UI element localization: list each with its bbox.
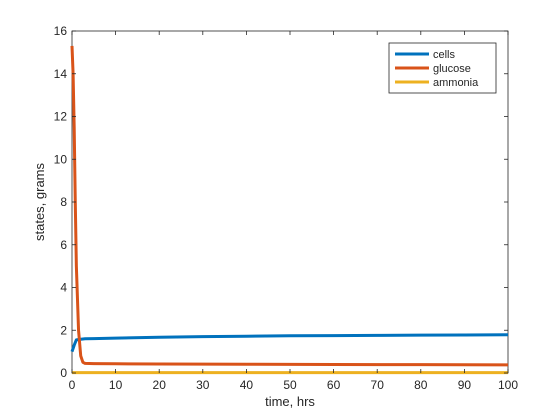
y-tick-label: 4	[60, 281, 67, 295]
y-tick-label: 8	[60, 195, 67, 209]
legend-entry-glucose: glucose	[395, 63, 471, 75]
x-tick-label: 70	[371, 378, 385, 392]
legend-label: cells	[433, 49, 456, 61]
x-tick-label: 50	[283, 378, 297, 392]
x-tick-label: 60	[327, 378, 341, 392]
x-tick-label: 40	[240, 378, 254, 392]
y-tick-label: 16	[54, 24, 68, 38]
x-tick-label: 30	[196, 378, 210, 392]
legend-entry-cells: cells	[395, 49, 456, 61]
x-axis-ticks: 0 10 20 30 40 50 60 70 80 90 100	[69, 31, 518, 392]
legend-label: glucose	[433, 63, 471, 75]
legend-entry-ammonia: ammonia	[395, 77, 479, 89]
series-line-glucose	[70, 45, 509, 367]
x-tick-label: 20	[153, 378, 167, 392]
y-tick-label: 2	[60, 323, 67, 337]
y-tick-label: 10	[54, 152, 68, 166]
legend: cells glucose ammonia	[388, 42, 497, 94]
y-axis-ticks: 0 2 4 6 8 10 12 14 16	[54, 24, 508, 380]
y-tick-label: 0	[60, 366, 67, 380]
y-axis-label: states, grams	[32, 162, 47, 241]
y-tick-label: 6	[60, 238, 67, 252]
x-tick-label: 0	[69, 378, 76, 392]
legend-label: ammonia	[433, 77, 479, 89]
x-tick-label: 100	[498, 378, 518, 392]
x-axis-label: time, hrs	[265, 394, 315, 409]
y-tick-label: 12	[54, 110, 68, 124]
x-tick-label: 80	[414, 378, 428, 392]
x-tick-label: 90	[458, 378, 472, 392]
x-tick-label: 10	[109, 378, 123, 392]
y-tick-label: 14	[54, 67, 68, 81]
